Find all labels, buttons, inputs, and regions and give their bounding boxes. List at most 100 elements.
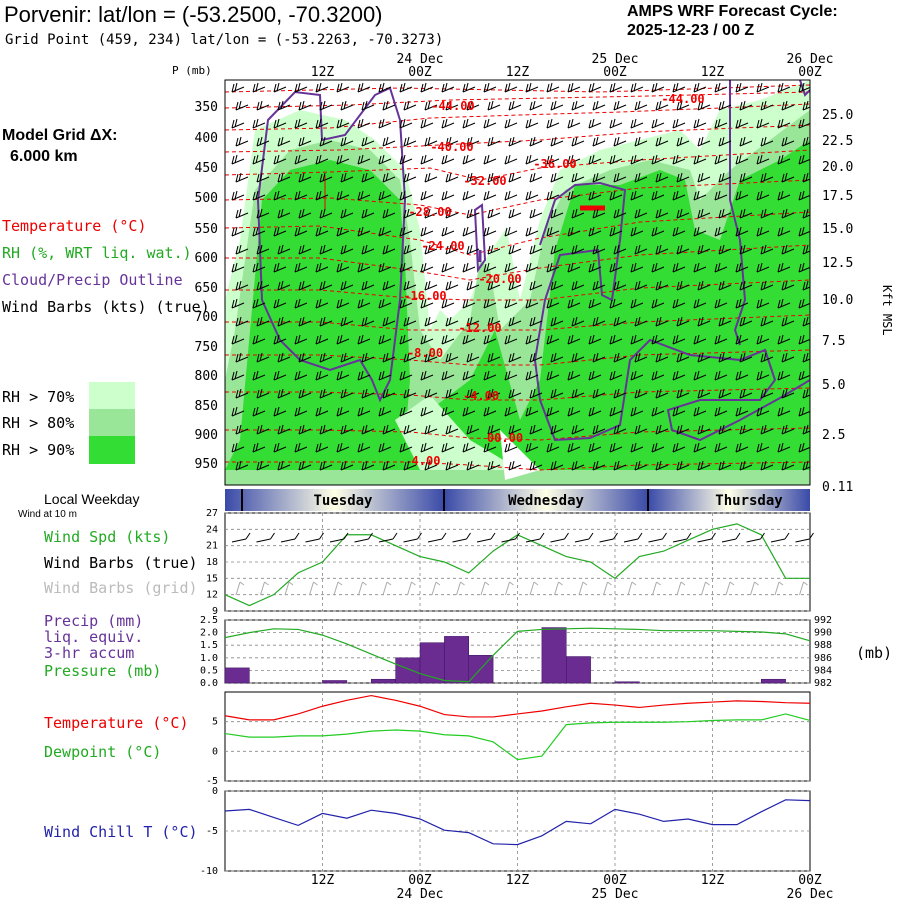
xsec-barb [382, 460, 396, 471]
xsec-barb [294, 334, 308, 345]
xsec-barb [529, 460, 543, 471]
wind-barb-grid [554, 581, 563, 596]
xsec-barb [651, 406, 665, 417]
xsec-barb [693, 82, 707, 93]
xsec-barb [315, 226, 329, 237]
xsec-barb [445, 388, 459, 399]
xsec-barb [466, 244, 480, 255]
cross-section [225, 80, 810, 485]
xsec-barb [529, 316, 543, 327]
xsec-barb [252, 82, 266, 93]
xsec-barb [252, 226, 266, 237]
xsec-barb [298, 460, 312, 471]
xsec-barb [798, 82, 810, 93]
xsec-barb [777, 442, 791, 453]
xsec-barb [672, 118, 686, 129]
wind-barb-true [280, 532, 300, 543]
wind-barb-true [476, 532, 496, 543]
y-tick-label: 0 [212, 786, 218, 797]
wind-barb-true [721, 532, 741, 543]
xsec-barb [798, 406, 810, 417]
xsec-barb [630, 334, 644, 345]
xsec-barb [760, 136, 774, 147]
label-pressure-unit: (mb) [856, 644, 893, 662]
wind-barb-true [672, 532, 692, 543]
xsec-barb [676, 136, 690, 147]
xsec-barb [508, 100, 522, 111]
top-hour-label: 00Z [603, 65, 627, 80]
xsec-barb [630, 406, 644, 417]
xsec-barb [483, 370, 497, 381]
xsec-barb [235, 244, 249, 255]
xsec-barb [382, 316, 396, 327]
xsec-barb [739, 280, 753, 291]
xsec-barb [336, 190, 350, 201]
xsec-barb [613, 136, 627, 147]
xsec-barb [424, 460, 438, 471]
xsec-barb [567, 190, 581, 201]
xsec-barb [361, 280, 375, 291]
xsec-barb [735, 118, 749, 129]
xsec-barb [609, 154, 623, 165]
xsec-barb [252, 190, 266, 201]
top-date-label: 25 Dec [592, 52, 639, 67]
xsec-barb [504, 298, 518, 309]
xsec-barb [546, 298, 560, 309]
xsec-barb [634, 172, 648, 183]
xsec-barb [403, 136, 417, 147]
xsec-barb [781, 388, 795, 399]
xsec-barb [298, 280, 312, 291]
xsec-barb [340, 172, 354, 183]
bottom-hour-label: 00Z [798, 873, 822, 888]
xsec-barb [319, 100, 333, 111]
xsec-barb [760, 424, 774, 435]
xsec-barb [487, 100, 501, 111]
pressure-ticks: 350 400 450 500 550 600 650 700 750 800 850 900 950 [195, 100, 218, 472]
xsec-barb [613, 208, 627, 219]
precip-bar [322, 680, 348, 684]
xsec-barb [777, 82, 791, 93]
xsec-barb [655, 460, 669, 471]
xsec-barb [550, 460, 564, 471]
xsec-barb [718, 460, 732, 471]
wind-barb-grid [750, 581, 759, 596]
wind-barb-grid [701, 581, 710, 596]
xsec-barb [630, 262, 644, 273]
xsec-barb [252, 298, 266, 309]
legend-temperature: Temperature (°C) [2, 217, 147, 235]
xsec-barb [466, 136, 480, 147]
xsec-barb [336, 118, 350, 129]
xsec-barb [567, 154, 581, 165]
isotherm-label: -44.00 [431, 99, 474, 113]
xsec-barb [466, 172, 480, 183]
xsec-barb [571, 100, 585, 111]
xsec-barb [357, 262, 371, 273]
xsec-barb [399, 262, 413, 273]
xsec-barb [420, 334, 434, 345]
xsec-barb [693, 406, 707, 417]
y-tick-label: 15 [206, 573, 218, 584]
xsec-barb [609, 406, 623, 417]
wind-barb-grid [529, 581, 539, 596]
xsec-barb [441, 154, 455, 165]
xsec-barb [697, 244, 711, 255]
xsec-barb [567, 370, 581, 381]
xsec-barb [798, 442, 810, 453]
precip-bar [566, 656, 591, 684]
xsec-barb [483, 82, 497, 93]
xsec-barb [676, 100, 690, 111]
xsec-barb [739, 316, 753, 327]
xsec-barb [441, 334, 455, 345]
xsec-barb [546, 190, 560, 201]
xsec-wind-barbs [231, 82, 810, 471]
xsec-barb [693, 334, 707, 345]
xsec-barb [571, 172, 585, 183]
xsec-barb [592, 388, 606, 399]
xsec-barb [256, 280, 270, 291]
isotherm-label: -20.00 [478, 272, 521, 286]
xsec-barb [361, 172, 375, 183]
xsec-barb [273, 370, 287, 381]
xsec-barb [466, 316, 480, 327]
weekday-tuesday-label: Tuesday [313, 493, 373, 509]
xsec-barb [336, 82, 350, 93]
